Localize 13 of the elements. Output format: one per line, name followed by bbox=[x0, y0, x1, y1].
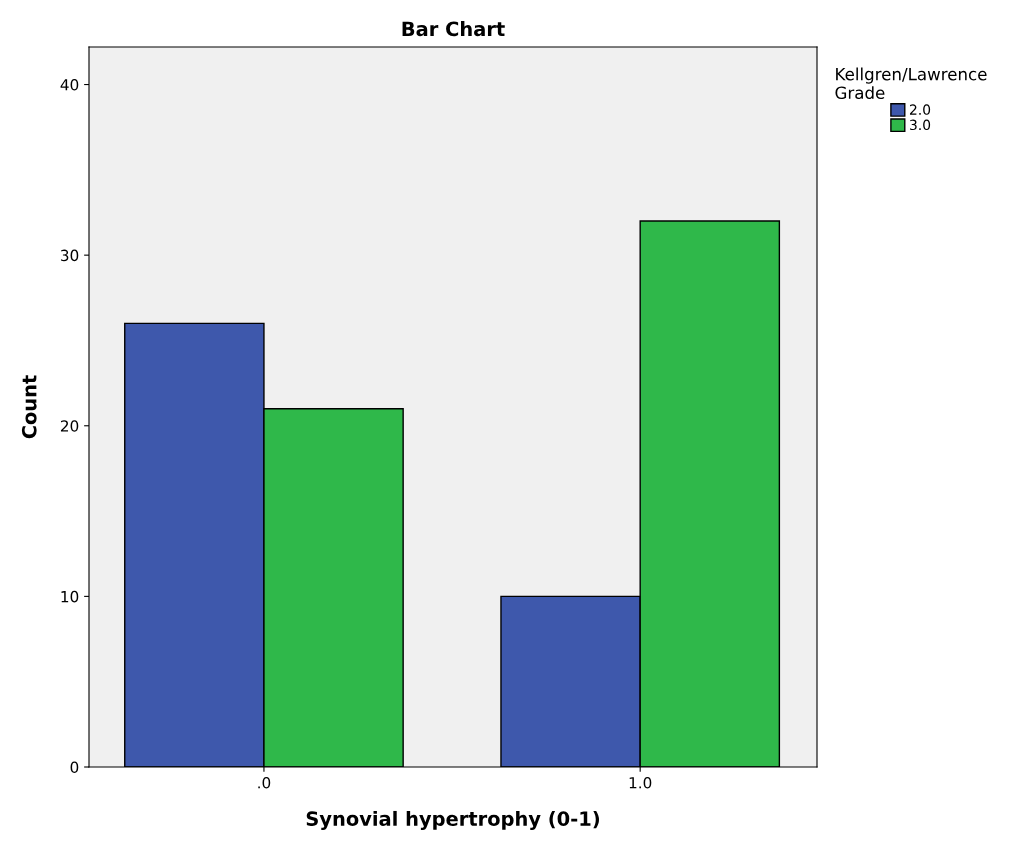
chart-title: Bar Chart bbox=[402, 21, 505, 37]
x-axis-title: Synovial hypertrophy (0-1) bbox=[306, 810, 599, 830]
legend-title: Kellgren/Lawrence Grade bbox=[835, 67, 987, 100]
y-tick-label: 10 bbox=[61, 590, 79, 603]
y-axis-title: Count bbox=[21, 375, 37, 439]
x-tick-label: 1.0 bbox=[629, 776, 652, 789]
legend-label: 2.0 bbox=[909, 104, 931, 115]
y-tick-label: 0 bbox=[70, 761, 79, 774]
legend-label: 3.0 bbox=[910, 119, 931, 131]
y-tick-label: 30 bbox=[61, 249, 79, 262]
y-tick-label: 40 bbox=[60, 79, 79, 91]
x-tick-label: .0 bbox=[258, 776, 271, 789]
y-tick-label: 20 bbox=[60, 420, 79, 432]
